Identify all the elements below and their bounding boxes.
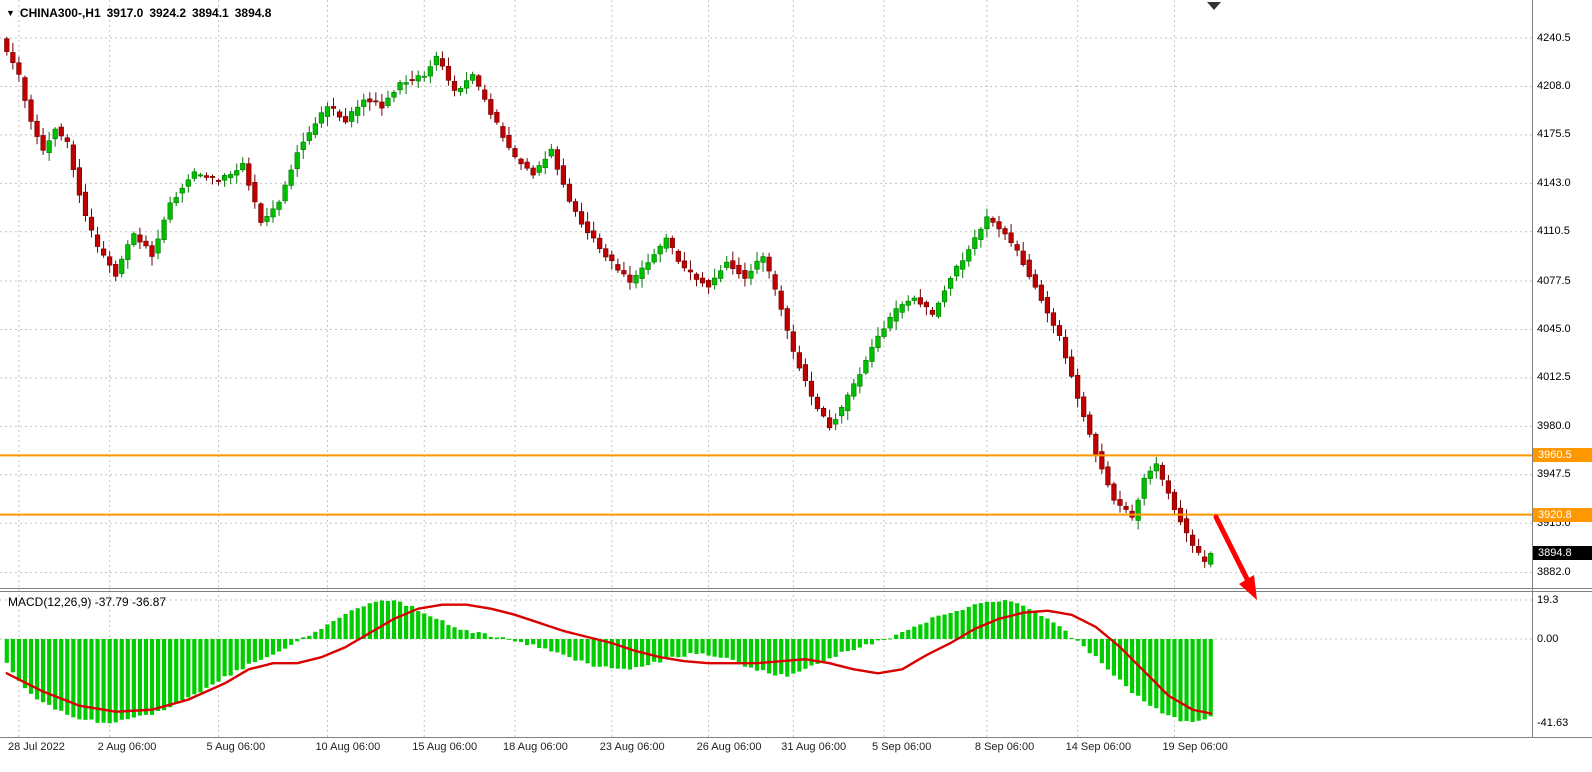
price-axis-label: 4077.5 [1537,274,1571,287]
time-axis-label: 28 Jul 2022 [8,741,65,753]
gridlines [0,0,1532,737]
time-axis-label: 5 Sep 06:00 [872,741,932,753]
down-arrow-annotation[interactable] [1213,514,1257,600]
time-axis-label: 8 Sep 06:00 [974,741,1035,753]
bar-open-value: 3917.0 [106,6,144,20]
symbol-timeframe-label: CHINA300-,H1 [19,6,101,20]
time-axis-label: 2 Aug 06:00 [97,741,157,753]
time-axis-label: 26 Aug 06:00 [696,741,762,753]
price-tag-resistance: 3960.5 [1533,448,1592,463]
bar-close-value: 3894.8 [234,6,272,20]
price-axis-label: 3947.5 [1537,468,1571,481]
price-axis-label: 4175.5 [1537,128,1571,141]
time-axis-label: 10 Aug 06:00 [315,741,381,753]
macd-axis-label: -41.63 [1537,716,1569,729]
macd-signal-line [5,603,1213,715]
time-axis-label: 5 Aug 06:00 [206,741,266,753]
macd-histogram [4,600,1213,724]
price-axis-label: 4045.0 [1537,322,1571,335]
price-axis-label: 4110.5 [1537,225,1570,238]
macd-indicator-label: MACD(12,26,9) -37.79 -36.87 [8,595,167,609]
bar-low-value: 3894.1 [192,6,229,20]
price-axis-label: 4012.5 [1537,371,1571,384]
price-axis-label: 4208.0 [1537,79,1571,92]
time-axis-label: 14 Sep 06:00 [1065,741,1132,753]
price-axis-label: 3980.0 [1537,419,1571,432]
price-tag-last-price: 3894.8 [1533,546,1592,561]
horizontal-level-lines[interactable] [0,454,1532,516]
price-axis-label: 4240.5 [1537,31,1571,44]
price-tag-support: 3920.8 [1533,507,1592,522]
price-axis-label: 4143.0 [1537,176,1571,189]
time-axis-label: 15 Aug 06:00 [412,741,478,753]
candles-layer [4,36,1214,568]
time-axis-label: 23 Aug 06:00 [599,741,665,753]
time-axis-label: 19 Sep 06:00 [1162,741,1228,753]
symbol-ohlc-info: ▼ CHINA300-,H1 3917.0 3924.2 3894.1 3894… [6,6,271,20]
time-axis-label: 18 Aug 06:00 [503,741,568,753]
price-axis-label: 3882.0 [1537,565,1571,578]
time-axis-label: 31 Aug 06:00 [781,741,847,753]
bar-high-value: 3924.2 [149,6,187,20]
symbol-dropdown-icon[interactable]: ▼ [6,8,15,18]
macd-axis-label: 0.00 [1537,632,1559,645]
pane-borders [0,0,1592,738]
chart-shift-marker-icon[interactable] [1207,2,1221,10]
macd-axis-label: 19.3 [1537,593,1559,606]
